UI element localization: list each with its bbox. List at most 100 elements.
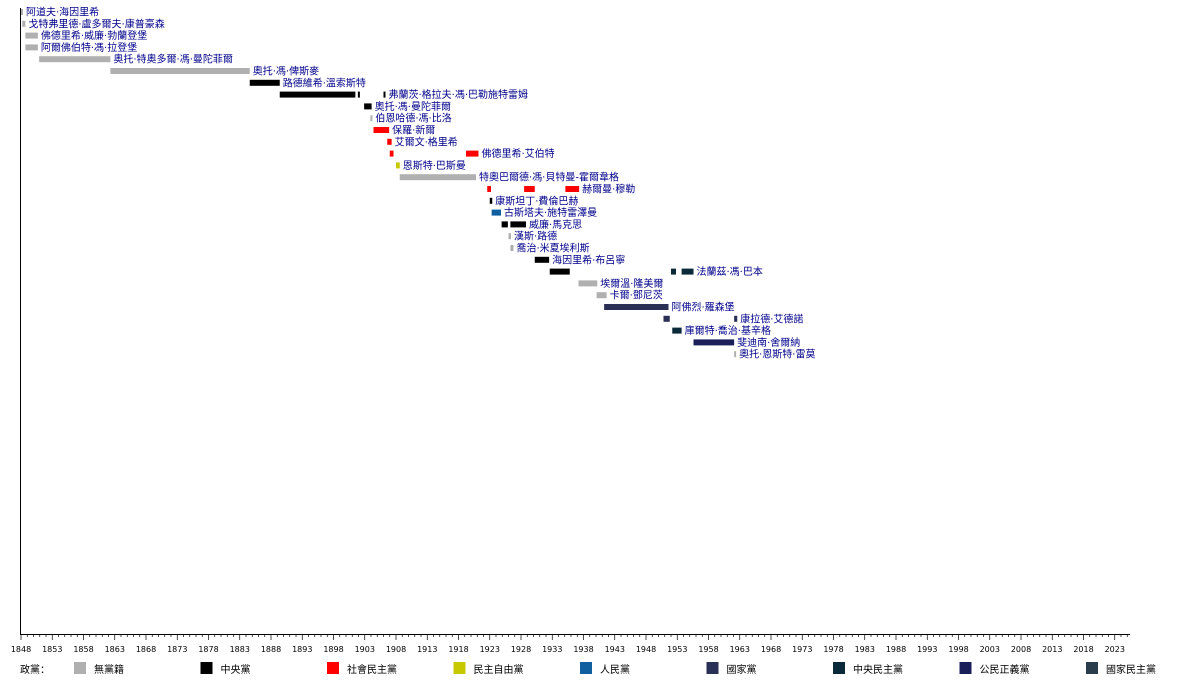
tick-label: 1943 <box>605 645 625 654</box>
legend-swatch <box>200 662 213 674</box>
tick-label: 1963 <box>730 645 750 654</box>
tick-label: 1978 <box>823 645 843 654</box>
tick-label: 1868 <box>136 645 156 654</box>
row-label: 阿爾佛伯特·馮·拉登堡 <box>41 41 137 54</box>
tick-label: 1983 <box>855 645 875 654</box>
row-label: 奧托·恩斯特·雷莫 <box>739 348 815 361</box>
term-bar <box>510 245 514 251</box>
legend-swatch <box>959 662 972 674</box>
tick-label: 1878 <box>198 645 218 654</box>
row-label: 埃爾溫·隆美爾 <box>600 277 663 290</box>
tick-label: 1918 <box>448 645 468 654</box>
term-bar <box>510 221 526 228</box>
legend-label: 中央民主黨 <box>853 663 903 676</box>
term-bar <box>249 79 280 86</box>
tick-label: 1953 <box>667 645 687 654</box>
row-label: 喬治·米夏埃利斯 <box>517 242 590 255</box>
term-bar <box>693 339 735 346</box>
tick-label: 1908 <box>386 645 406 654</box>
tick-label: 1933 <box>542 645 562 654</box>
row-label: 佛德里希·艾伯特 <box>482 147 555 160</box>
row-label: 阿佛烈·羅森堡 <box>672 301 735 314</box>
tick-label: 1938 <box>573 645 593 654</box>
legend-label: 無黨籍 <box>94 663 124 676</box>
term-bar <box>549 268 570 275</box>
term-bar <box>383 91 386 98</box>
row-label: 特奧巴爾德·馮·貝特曼-霍爾韋格 <box>479 171 619 184</box>
term-bar <box>524 186 535 192</box>
tick-label: 1888 <box>261 645 281 654</box>
row-label: 戈特弗里德·盧多爾夫·康普豪森 <box>28 17 164 30</box>
row-label: 奧托·馮·俾斯麥 <box>253 65 319 78</box>
tick-label: 2023 <box>1105 645 1125 654</box>
term-bar <box>596 292 607 299</box>
row-label: 佛德里希·威廉·勃蘭登堡 <box>41 29 147 42</box>
tick-label: 1998 <box>948 645 968 654</box>
term-bar <box>396 162 400 169</box>
term-bar <box>508 233 511 240</box>
term-bar <box>110 68 250 74</box>
term-bar <box>534 256 550 263</box>
row-label: 弗蘭茨·格拉夫·馮·巴勒施特雷姆 <box>389 88 529 101</box>
legend-label: 中央黨 <box>221 663 251 676</box>
row-label: 阿道夫·海因里希 <box>26 6 99 19</box>
legend-label: 人民黨 <box>600 663 630 676</box>
term-bar <box>25 44 38 51</box>
term-bar <box>491 209 501 216</box>
name-labels: 阿道夫·海因里希戈特弗里德·盧多爾夫·康普豪森佛德里希·威廉·勃蘭登堡阿爾佛伯特… <box>26 6 815 361</box>
legend-swatch <box>833 662 845 674</box>
tick-label: 2003 <box>980 645 1000 654</box>
row-label: 赫爾曼·穆勒 <box>582 183 635 196</box>
legend-label: 民主自由黨 <box>474 663 524 676</box>
legend: 政黨： 無黨籍 中央黨 社會民主黨 民主自由黨 人民黨 國家黨 中央民主黨 公民正義黨 國家民主… <box>20 662 1156 676</box>
row-label: 法蘭茲·馮·巴本 <box>697 265 763 278</box>
tick-label: 1883 <box>230 645 250 654</box>
row-label: 路德維希·溫索斯特 <box>283 76 366 89</box>
row-label: 卡爾·鄧尼茨 <box>610 289 663 302</box>
tick-label: 1923 <box>480 645 500 654</box>
term-bar <box>671 268 676 275</box>
tick-label: 2018 <box>1073 645 1093 654</box>
legend-label: 公民正義黨 <box>980 663 1030 676</box>
legend-title: 政黨： <box>20 663 50 676</box>
row-label: 保羅·新爾 <box>392 124 435 137</box>
legend-swatch <box>580 662 592 674</box>
tick-label: 1853 <box>42 645 62 654</box>
tick-label: 1873 <box>167 645 187 654</box>
legend-swatch <box>327 662 339 674</box>
tick-label: 1913 <box>417 645 437 654</box>
term-bar <box>279 91 356 98</box>
row-label: 庫爾特·喬治·基辛格 <box>685 324 771 337</box>
term-bar <box>578 280 598 287</box>
row-label: 康拉德·艾德諾 <box>740 312 803 325</box>
tick-label: 2008 <box>1011 645 1031 654</box>
legend-swatch <box>706 662 719 674</box>
term-bar <box>399 174 476 181</box>
tick-label: 1968 <box>761 645 781 654</box>
tick-label: 1973 <box>792 645 812 654</box>
legend-swatch <box>453 662 466 674</box>
row-label: 恩斯特·巴斯曼 <box>403 159 466 172</box>
term-bar <box>672 327 682 334</box>
tick-label: 1988 <box>886 645 906 654</box>
term-bar <box>22 20 26 27</box>
tick-label: 1958 <box>698 645 718 654</box>
term-bars <box>21 9 738 358</box>
term-bar <box>21 9 23 15</box>
tick-label: 1898 <box>323 645 343 654</box>
tick-label: 1893 <box>292 645 312 654</box>
tick-label: 1948 <box>636 645 656 654</box>
term-bar <box>357 91 360 98</box>
term-bar <box>734 351 737 358</box>
tick-label: 1928 <box>511 645 531 654</box>
tick-label: 2013 <box>1042 645 1062 654</box>
term-bar <box>466 150 479 157</box>
tick-label: 1863 <box>105 645 125 654</box>
term-bar <box>387 138 392 145</box>
row-label: 威廉·馬克思 <box>529 218 582 231</box>
row-label: 伯恩哈德·馮·比洛 <box>375 112 451 125</box>
x-axis-ticks: 1848 1853 1858 1863 1868 1873 1878 1883 1888 1893… <box>11 634 1128 654</box>
term-bar <box>25 32 38 39</box>
term-bar <box>681 268 694 275</box>
legend-label: 國家黨 <box>727 663 757 676</box>
